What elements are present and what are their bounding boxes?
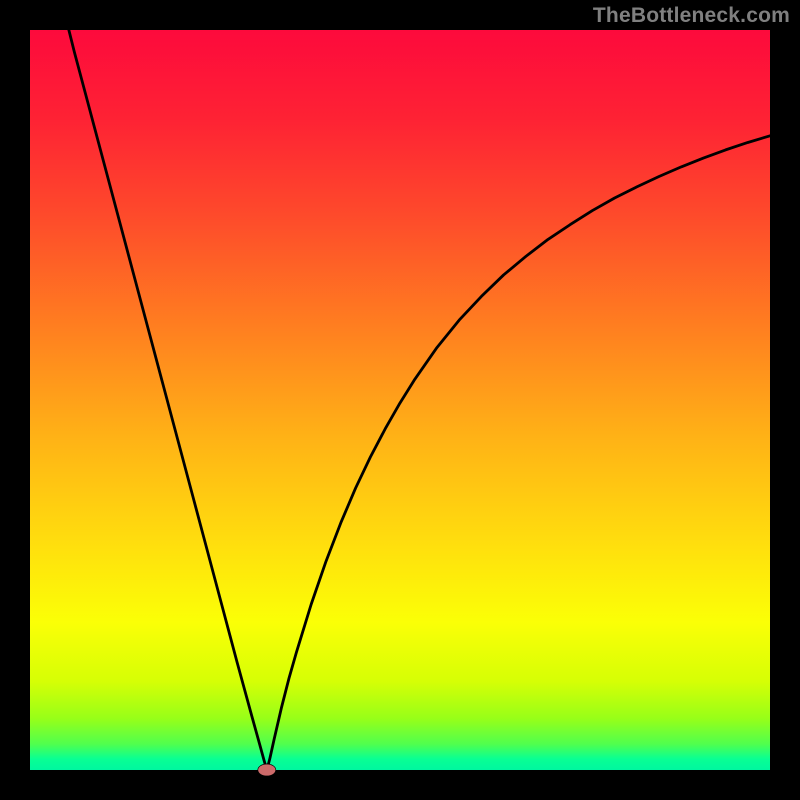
watermark-text: TheBottleneck.com [593, 4, 790, 28]
bottleneck-chart-svg [0, 0, 800, 800]
optimal-point-marker [258, 764, 276, 776]
plot-background-gradient [30, 30, 770, 770]
chart-container: TheBottleneck.com [0, 0, 800, 800]
